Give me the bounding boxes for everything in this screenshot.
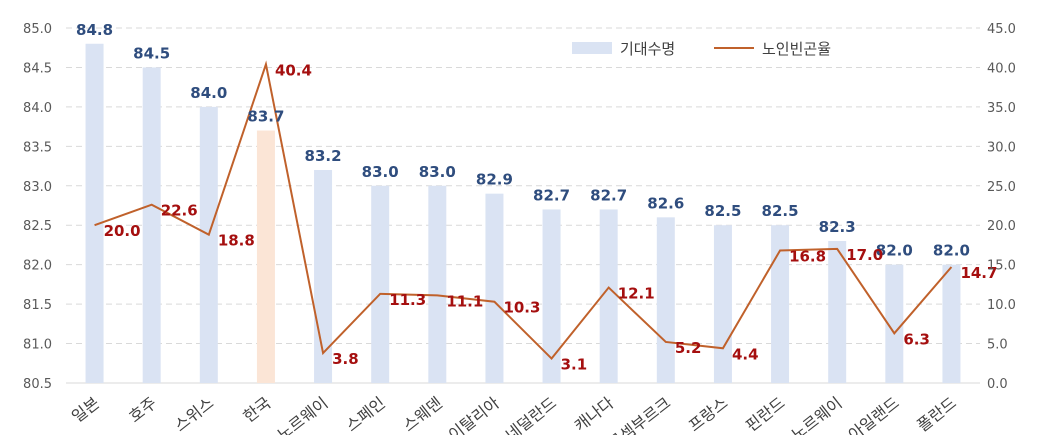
bar xyxy=(599,209,618,383)
category-label: 핀란드 xyxy=(742,393,789,435)
bar xyxy=(199,106,218,383)
legend-label: 기대수명 xyxy=(620,40,675,58)
bar-data-label: 82.6 xyxy=(647,194,684,212)
line-data-label: 11.1 xyxy=(446,292,483,310)
right-tick-label: 15.0 xyxy=(987,259,1016,274)
line-data-label: 18.8 xyxy=(218,232,255,250)
line-data-label: 40.4 xyxy=(275,61,312,79)
line-data-label: 16.8 xyxy=(789,247,826,265)
bar-data-label: 83.0 xyxy=(419,163,456,181)
bar xyxy=(371,185,390,383)
bar xyxy=(771,225,790,383)
left-tick-label: 84.5 xyxy=(23,61,52,76)
bar xyxy=(885,264,904,383)
line-data-label: 5.2 xyxy=(675,339,702,357)
right-axis: 0.0 5.0 10.0 15.0 20.0 25.0 30.0 35.0 40.0 45.0 xyxy=(987,22,1016,392)
bar-data-label: 82.3 xyxy=(819,218,856,236)
bar-data-label: 82.9 xyxy=(476,171,513,189)
bar-data-label: 83.0 xyxy=(362,163,399,181)
bar xyxy=(485,193,504,383)
right-tick-label: 10.0 xyxy=(987,298,1016,313)
category-label: 아일랜드 xyxy=(845,393,903,435)
line-data-label: 11.3 xyxy=(389,291,426,309)
bar-data-label: 84.5 xyxy=(133,44,170,62)
line-series-poverty xyxy=(94,60,953,361)
category-label: 노르웨이 xyxy=(273,393,331,435)
bar xyxy=(542,209,561,383)
left-tick-label: 82.5 xyxy=(23,219,52,234)
category-label: 캐나다 xyxy=(571,393,618,435)
line-data-label: 14.7 xyxy=(960,264,997,282)
line-data-label: 3.1 xyxy=(561,356,588,374)
bars-group xyxy=(85,43,961,384)
category-label: 일본 xyxy=(68,393,103,426)
right-tick-label: 25.0 xyxy=(987,180,1016,195)
bar xyxy=(142,67,161,383)
right-tick-label: 30.0 xyxy=(987,140,1016,155)
left-tick-label: 82.0 xyxy=(23,259,52,274)
category-label: 노르웨이 xyxy=(788,393,846,435)
bar xyxy=(942,264,961,383)
category-label: 스웨덴 xyxy=(399,393,446,435)
left-tick-label: 80.5 xyxy=(23,377,52,392)
right-tick-label: 35.0 xyxy=(987,101,1016,116)
bar xyxy=(656,217,675,383)
left-tick-label: 81.5 xyxy=(23,298,52,313)
line-data-label: 6.3 xyxy=(903,330,930,348)
line-data-label: 4.4 xyxy=(732,345,759,363)
category-label: 스페인 xyxy=(342,393,389,435)
right-tick-label: 0.0 xyxy=(987,377,1008,392)
bar-data-label: 82.5 xyxy=(762,202,799,220)
legend-swatch-bar xyxy=(572,42,612,54)
data-labels-group: 84.8 84.5 84.0 83.7 83.2 83.0 83.0 82.9 82.7 82.7… xyxy=(76,21,997,374)
bar-data-label: 84.8 xyxy=(76,21,113,39)
left-tick-label: 83.5 xyxy=(23,140,52,155)
line-data-label: 12.1 xyxy=(618,285,655,303)
bar xyxy=(85,43,104,384)
bar xyxy=(828,241,847,383)
category-label: 폴란드 xyxy=(913,393,960,435)
category-label: 스위스 xyxy=(171,393,218,435)
bar-data-label: 82.7 xyxy=(533,186,570,204)
left-axis: 80.5 81.0 81.5 82.0 82.5 83.0 83.5 84.0 84.5 85.0 xyxy=(23,22,52,392)
bar xyxy=(428,185,447,383)
bar-data-label: 82.5 xyxy=(704,202,741,220)
right-tick-label: 5.0 xyxy=(987,338,1008,353)
line-group xyxy=(94,60,953,361)
bar-data-label: 83.2 xyxy=(305,147,342,165)
line-data-label: 20.0 xyxy=(104,222,141,240)
legend: 기대수명 노인빈곤율 xyxy=(572,40,831,58)
bar-data-label: 82.0 xyxy=(933,242,970,260)
left-tick-label: 84.0 xyxy=(23,101,52,116)
category-label: 호주 xyxy=(125,393,160,426)
left-tick-label: 85.0 xyxy=(23,22,52,37)
legend-label: 노인빈곤율 xyxy=(762,40,831,58)
category-label: 룩셈부르크 xyxy=(605,393,675,435)
right-tick-label: 40.0 xyxy=(987,61,1016,76)
line-data-label: 22.6 xyxy=(161,202,198,220)
right-tick-label: 45.0 xyxy=(987,22,1016,37)
bar xyxy=(256,130,275,383)
line-data-label: 17.0 xyxy=(846,246,883,264)
gridlines xyxy=(66,27,980,384)
category-label: 한국 xyxy=(239,393,274,426)
line-data-label: 10.3 xyxy=(503,299,540,317)
bar-data-label: 82.0 xyxy=(876,242,913,260)
category-label: 프랑스 xyxy=(685,393,732,435)
category-label: 네덜란드 xyxy=(502,393,560,435)
category-label: 이탈리아 xyxy=(445,393,503,435)
line-data-label: 3.8 xyxy=(332,350,359,368)
left-tick-label: 83.0 xyxy=(23,180,52,195)
bar-data-label: 82.7 xyxy=(590,186,627,204)
bar-data-label: 83.7 xyxy=(247,108,284,126)
right-tick-label: 20.0 xyxy=(987,219,1016,234)
bar xyxy=(713,225,732,383)
left-tick-label: 81.0 xyxy=(23,338,52,353)
bar-data-label: 84.0 xyxy=(190,84,227,102)
